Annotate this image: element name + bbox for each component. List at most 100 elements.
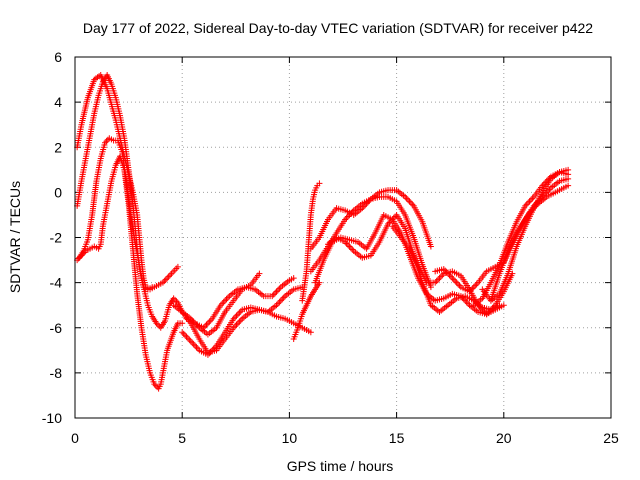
data-point bbox=[452, 278, 459, 285]
y-tick-label: 4 bbox=[54, 94, 62, 110]
series-track-n bbox=[389, 223, 516, 318]
data-point bbox=[232, 314, 239, 321]
data-point bbox=[207, 317, 214, 324]
data-point bbox=[349, 246, 356, 253]
data-point bbox=[237, 317, 244, 324]
data-point bbox=[184, 335, 191, 342]
data-point bbox=[179, 329, 186, 336]
data-point bbox=[174, 263, 181, 270]
data-point bbox=[472, 282, 479, 289]
data-point bbox=[234, 311, 241, 318]
data-point bbox=[347, 245, 354, 252]
y-tick-labels: -10 -8 -6 -4 -2 0 2 4 6 bbox=[42, 49, 62, 426]
data-point bbox=[473, 281, 480, 288]
data-point bbox=[186, 336, 193, 343]
y-tick-label: -8 bbox=[50, 365, 63, 381]
series-track-h bbox=[290, 279, 323, 343]
data-point bbox=[467, 287, 474, 294]
data-point bbox=[276, 299, 283, 306]
data-point bbox=[204, 320, 211, 327]
data-point bbox=[455, 281, 462, 288]
data-point bbox=[236, 309, 243, 316]
data-point bbox=[456, 282, 463, 289]
data-point bbox=[189, 339, 196, 346]
plot-frame bbox=[74, 56, 612, 419]
data-point bbox=[405, 196, 412, 203]
data-point bbox=[206, 318, 213, 325]
y-tick-label: 2 bbox=[54, 139, 62, 155]
data-point bbox=[182, 332, 189, 339]
data-point bbox=[219, 300, 226, 307]
data-point bbox=[343, 214, 350, 221]
data-point bbox=[222, 297, 229, 304]
data-point bbox=[449, 275, 456, 282]
series-track-o bbox=[432, 182, 572, 295]
data-point bbox=[187, 338, 194, 345]
data-point bbox=[232, 323, 239, 330]
y-tick-label: -2 bbox=[50, 230, 63, 246]
data-point bbox=[345, 213, 352, 220]
data-point bbox=[280, 294, 287, 301]
data-point bbox=[345, 242, 352, 249]
data-point bbox=[220, 299, 227, 306]
data-point bbox=[212, 344, 219, 351]
data-point bbox=[463, 299, 470, 306]
series-track-f bbox=[179, 284, 306, 358]
data-point bbox=[180, 330, 187, 337]
data-point bbox=[435, 276, 442, 283]
data-point bbox=[436, 275, 443, 282]
y-tick-label: 6 bbox=[54, 49, 62, 65]
y-axis-label: SDTVAR / TECUs bbox=[7, 181, 23, 293]
data-point bbox=[565, 182, 572, 189]
data-point bbox=[274, 300, 281, 307]
data-point bbox=[529, 195, 536, 202]
x-tick-labels: 0 5 10 15 20 25 bbox=[71, 430, 619, 446]
data-point bbox=[256, 270, 263, 277]
y-tick-label: -6 bbox=[50, 320, 63, 336]
x-tick-label: 15 bbox=[389, 430, 405, 446]
data-point bbox=[290, 275, 297, 282]
y-tick-label: -4 bbox=[50, 275, 63, 291]
series-track-g bbox=[183, 275, 297, 331]
data-point bbox=[233, 312, 240, 319]
series-track-q bbox=[487, 175, 572, 304]
data-point bbox=[343, 240, 350, 247]
data-point bbox=[427, 243, 434, 250]
data-point bbox=[277, 297, 284, 304]
data-point bbox=[190, 341, 197, 348]
data-point bbox=[234, 320, 241, 327]
data-point bbox=[167, 272, 174, 279]
data-point bbox=[193, 344, 200, 351]
data-point bbox=[270, 291, 277, 298]
x-tick-label: 20 bbox=[496, 430, 512, 446]
data-point bbox=[164, 275, 171, 282]
data-point bbox=[437, 273, 444, 280]
data-point bbox=[346, 243, 353, 250]
data-point bbox=[276, 285, 283, 292]
data-point bbox=[161, 278, 168, 285]
data-point bbox=[453, 279, 460, 286]
x-tick-label: 10 bbox=[282, 430, 298, 446]
data-points bbox=[74, 72, 572, 392]
chart-title: Day 177 of 2022, Sidereal Day-to-day VTE… bbox=[83, 20, 593, 36]
data-point bbox=[183, 333, 190, 340]
series-track-r bbox=[479, 166, 572, 304]
data-point bbox=[390, 214, 397, 221]
series-track-c bbox=[74, 153, 186, 392]
data-point bbox=[233, 321, 240, 328]
data-point bbox=[149, 284, 156, 291]
x-tick-label: 0 bbox=[71, 430, 79, 446]
data-point bbox=[447, 273, 454, 280]
x-tick-label: 5 bbox=[178, 430, 186, 446]
data-point bbox=[279, 296, 286, 303]
y-tick-label: 0 bbox=[54, 184, 62, 200]
data-point bbox=[403, 195, 410, 202]
data-point bbox=[273, 288, 280, 295]
data-point bbox=[407, 199, 414, 206]
data-point bbox=[565, 166, 572, 173]
data-point bbox=[527, 196, 534, 203]
data-point bbox=[465, 300, 472, 307]
x-axis-label: GPS time / hours bbox=[287, 458, 394, 474]
data-point bbox=[316, 180, 323, 187]
